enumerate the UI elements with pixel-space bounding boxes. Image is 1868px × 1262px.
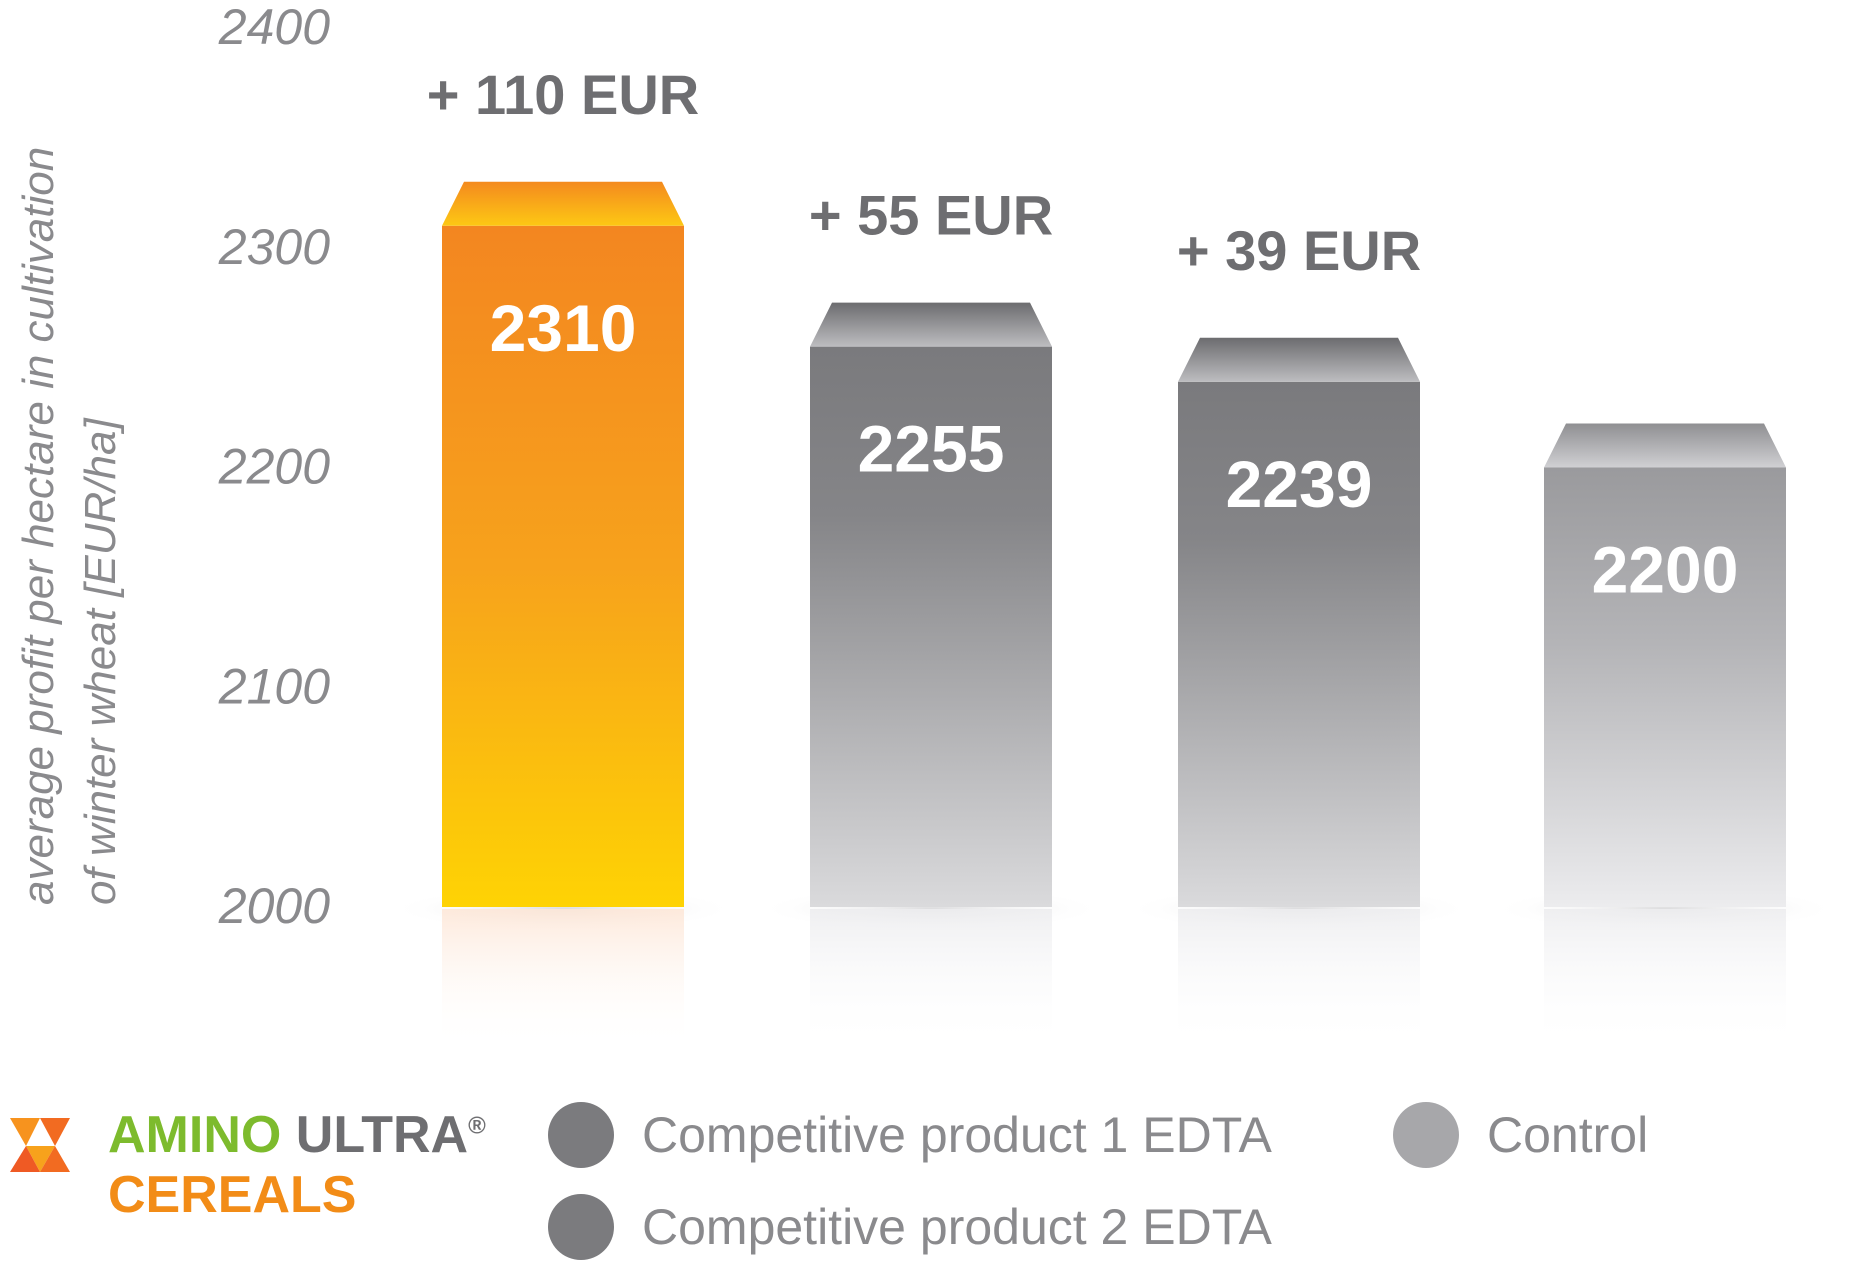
brand-amino: AMINO [108,1106,282,1164]
legend-dot-icon [548,1102,614,1168]
y-tick-label-2: 2200 [218,439,330,495]
bar-1 [810,346,1052,907]
bar-reflection-0 [442,909,684,1049]
bar-reflection-2 [1178,909,1420,1049]
legend-label: Control [1487,1107,1649,1163]
y-axis-label-line-2: of winter wheat [EUR/ha] [76,418,125,905]
y-tick-label-3: 2300 [218,219,330,275]
legend-label: Competitive product 1 EDTA [642,1107,1272,1163]
legend-item-control: Control [1393,1100,1648,1170]
brand-logo: AMINO ULTRA® CEREALS [8,1100,508,1230]
bar-0 [442,225,684,907]
y-axis-label: average profit per hectare in cultivatio… [8,0,138,905]
y-axis-label-line-1: average profit per hectare in cultivatio… [14,146,63,905]
bar-group-1: 2255 + 55 EUR [756,184,1106,1049]
y-tick-label-4: 2400 [218,0,330,55]
bar-cap-3 [1544,423,1786,468]
bar-difference-label-0: + 110 EUR [427,63,699,126]
legend-item-competitive-2: Competitive product 2 EDTA [548,1192,1272,1262]
y-tick-label-0: 2000 [218,878,330,934]
bar-reflection-3 [1544,909,1786,1049]
bar-3 [1544,467,1786,907]
legend-label: Competitive product 2 EDTA [642,1199,1272,1255]
bar-value-label-0: 2310 [490,291,637,365]
legend-item-competitive-1: Competitive product 1 EDTA [548,1100,1272,1170]
bar-value-label-3: 2200 [1592,533,1739,607]
brand-name: AMINO ULTRA® [108,1105,486,1165]
bar-reflection-1 [810,909,1052,1049]
legend-dot-icon [1393,1102,1459,1168]
logo-mark-icon [10,1118,70,1172]
registered-mark: ® [468,1112,486,1140]
bar-value-label-1: 2255 [858,412,1005,486]
brand-cereals: CEREALS [108,1166,357,1224]
bar-value-label-2: 2239 [1226,447,1373,521]
bar-cap-1 [810,302,1052,347]
bar-group-0: 2310 + 110 EUR [388,63,738,1049]
bar-group-3: 2200 [1490,423,1840,1049]
bar-group-2: 2239 + 39 EUR [1124,219,1474,1049]
brand-ultra: ULTRA [295,1106,469,1164]
bar-cap-2 [1178,337,1420,382]
legend-dot-icon [548,1194,614,1260]
bar-difference-label-1: + 55 EUR [809,184,1053,247]
bar-2 [1178,381,1420,907]
y-tick-label-1: 2100 [218,658,330,714]
bar-cap-0 [442,181,684,226]
bar-difference-label-2: + 39 EUR [1177,219,1421,282]
